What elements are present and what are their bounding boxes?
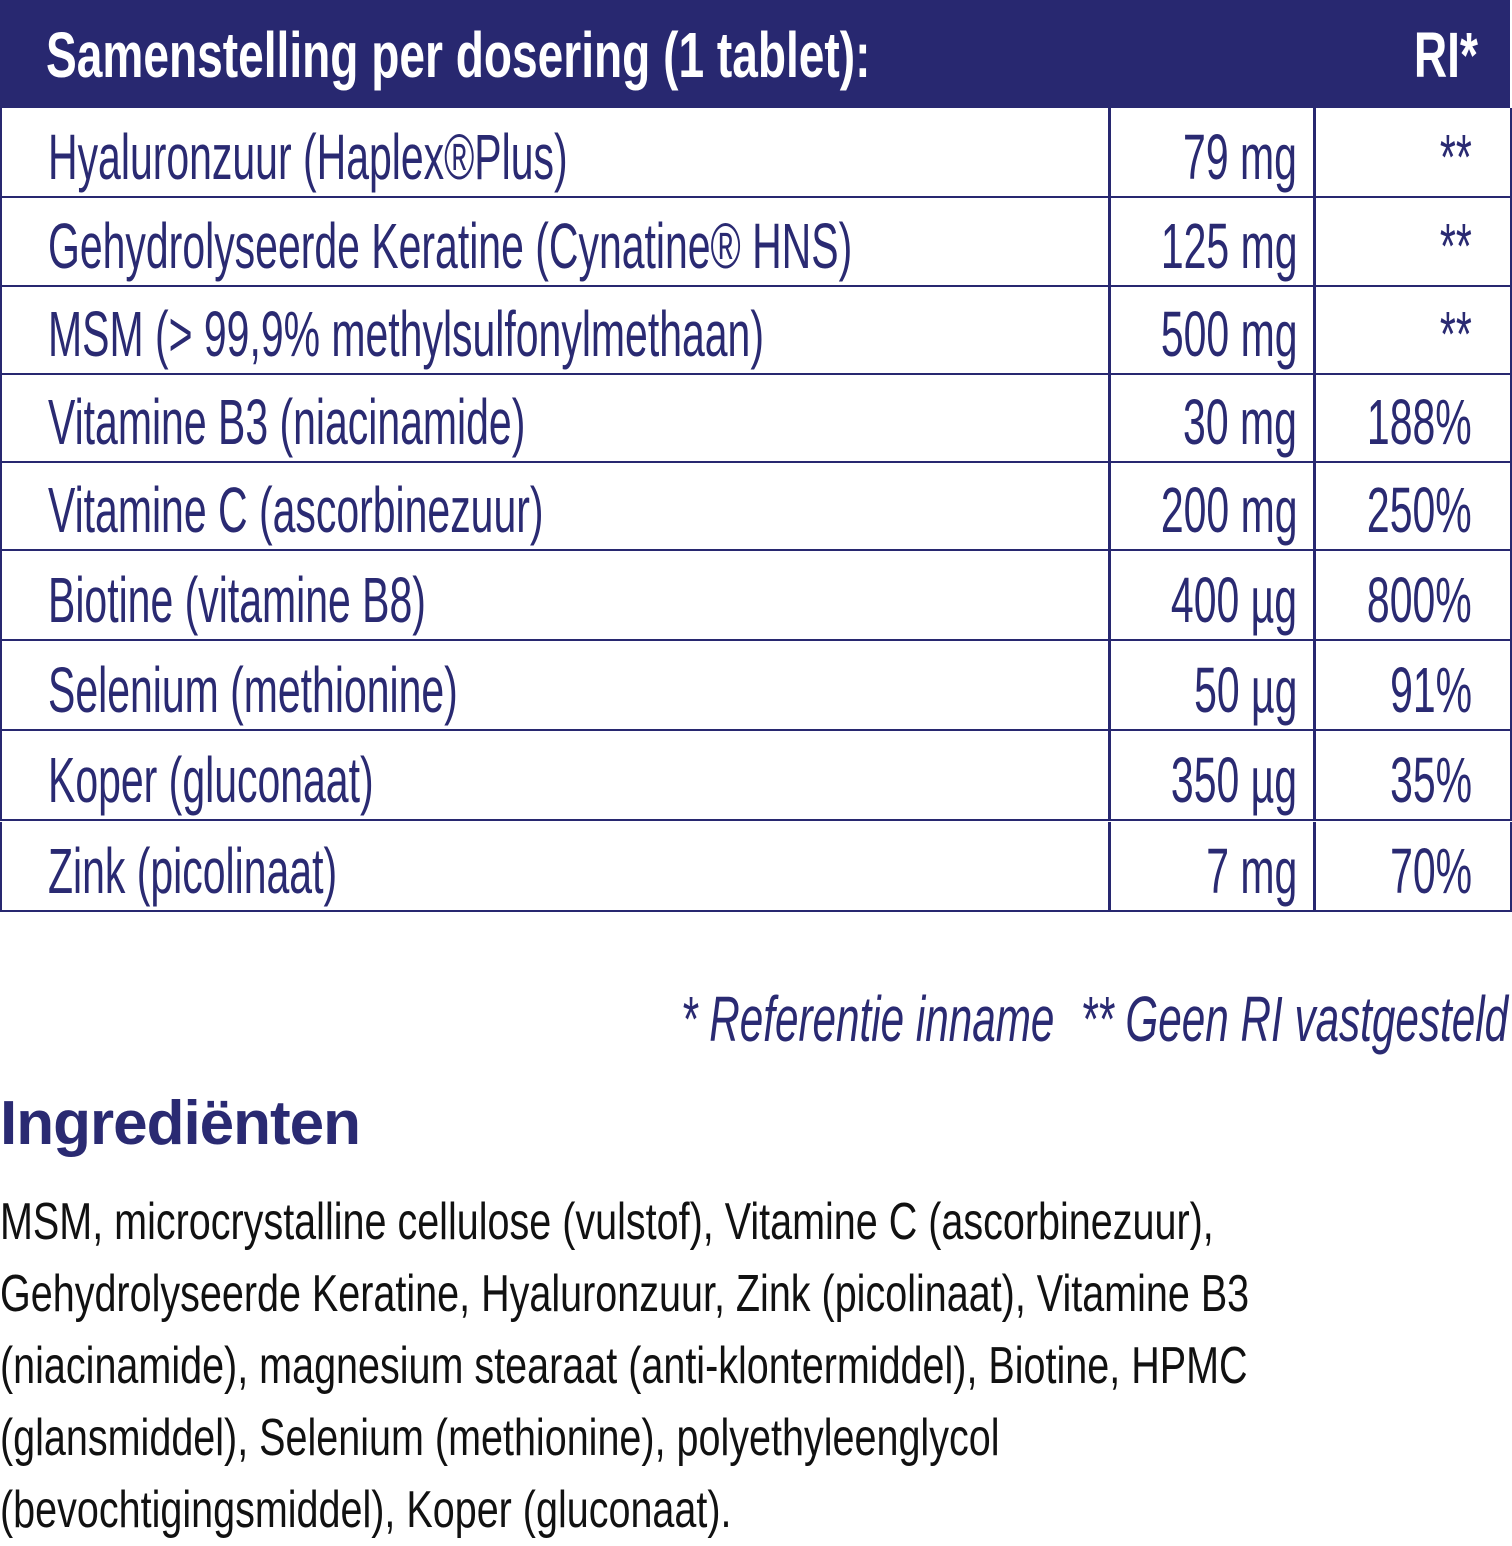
table-row: Vitamine B3 (niacinamide) 30 mg 188% [0, 373, 1512, 463]
nutrient-cell: Hyaluronzuur (Haplex®Plus) [2, 108, 1108, 196]
nutrient-ri: 70% [1390, 835, 1472, 907]
ri-cell: 35% [1313, 731, 1510, 819]
nutrient-ri: 35% [1390, 744, 1472, 816]
nutrient-ri: 250% [1367, 474, 1472, 546]
amount-cell: 350 µg [1108, 731, 1316, 819]
amount-cell: 200 mg [1108, 461, 1316, 549]
nutrient-name: Biotine (vitamine B8) [48, 564, 426, 636]
nutrient-amount: 125 mg [1160, 210, 1297, 282]
nutrient-ri: ** [1440, 298, 1472, 370]
nutrient-name: Hyaluronzuur (Haplex®Plus) [48, 121, 568, 193]
ri-cell: 70% [1313, 822, 1510, 910]
nutrient-amount: 350 µg [1170, 744, 1297, 816]
table-row: Koper (gluconaat) 350 µg 35% [0, 731, 1512, 821]
nutrient-name: Gehydrolyseerde Keratine (Cynatine® HNS) [48, 210, 853, 282]
table-row: Zink (picolinaat) 7 mg 70% [0, 822, 1512, 912]
nutrient-amount: 50 µg [1193, 654, 1297, 726]
amount-cell: 7 mg [1108, 822, 1316, 910]
ri-cell: 250% [1313, 461, 1510, 549]
amount-cell: 400 µg [1108, 551, 1316, 639]
nutrient-ri: 188% [1367, 386, 1472, 458]
ri-cell: 188% [1313, 373, 1510, 461]
table-row: Selenium (methionine) 50 µg 91% [0, 641, 1512, 731]
table-row: Hyaluronzuur (Haplex®Plus) 79 mg ** [0, 108, 1512, 198]
footnotes: * Referentie inname ** Geen RI vastgestel… [681, 982, 1508, 1056]
ri-cell: 91% [1313, 641, 1510, 729]
table-row: Biotine (vitamine B8) 400 µg 800% [0, 551, 1512, 641]
amount-cell: 79 mg [1108, 108, 1316, 196]
table-header: Samenstelling per dosering (1 tablet): R… [0, 0, 1510, 108]
ri-column-header: RI* [1413, 19, 1478, 91]
amount-cell: 50 µg [1108, 641, 1316, 729]
nutrient-ri: 91% [1390, 654, 1472, 726]
footnote-ri: * Referentie inname [680, 983, 1055, 1055]
ingredients-heading: Ingrediënten [0, 1089, 361, 1158]
ri-cell: ** [1313, 108, 1510, 196]
nutrient-cell: Selenium (methionine) [2, 641, 1108, 729]
table-row: Vitamine C (ascorbinezuur) 200 mg 250% [0, 461, 1512, 551]
nutrient-name: Selenium (methionine) [48, 654, 458, 726]
table-title: Samenstelling per dosering (1 tablet): [46, 19, 871, 91]
nutrient-amount: 30 mg [1183, 386, 1297, 458]
ri-cell: ** [1313, 285, 1510, 373]
nutrient-amount: 200 mg [1160, 474, 1297, 546]
amount-cell: 125 mg [1108, 197, 1316, 285]
nutrient-amount: 7 mg [1205, 835, 1297, 907]
nutrient-name: Vitamine B3 (niacinamide) [48, 386, 526, 458]
ri-cell: ** [1313, 197, 1510, 285]
nutrient-cell: Biotine (vitamine B8) [2, 551, 1108, 639]
ri-cell: 800% [1313, 551, 1510, 639]
nutrient-name: MSM (> 99,9% methylsulfonylmethaan) [48, 298, 764, 370]
table-row: MSM (> 99,9% methylsulfonylmethaan) 500 m… [0, 285, 1512, 375]
nutrient-cell: Zink (picolinaat) [2, 822, 1108, 910]
nutrient-cell: Vitamine C (ascorbinezuur) [2, 461, 1108, 549]
amount-cell: 30 mg [1108, 373, 1316, 461]
nutrient-ri: 800% [1367, 564, 1472, 636]
nutrient-name: Zink (picolinaat) [48, 835, 338, 907]
ingredients-text: MSM, microcrystalline cellulose (vulstof… [0, 1193, 1250, 1539]
nutrient-name: Vitamine C (ascorbinezuur) [48, 474, 544, 546]
nutrient-ri: ** [1440, 210, 1472, 282]
amount-cell: 500 mg [1108, 285, 1316, 373]
footnote-no-ri: ** Geen RI vastgesteld [1080, 983, 1508, 1055]
nutrient-cell: MSM (> 99,9% methylsulfonylmethaan) [2, 285, 1108, 373]
nutrient-cell: Koper (gluconaat) [2, 731, 1108, 819]
nutrient-ri: ** [1440, 121, 1472, 193]
nutrient-cell: Vitamine B3 (niacinamide) [2, 373, 1108, 461]
table-row: Gehydrolyseerde Keratine (Cynatine® HNS)… [0, 197, 1512, 287]
nutrient-name: Koper (gluconaat) [48, 744, 374, 816]
nutrient-amount: 500 mg [1160, 298, 1297, 370]
nutrient-amount: 400 µg [1170, 564, 1297, 636]
nutrient-amount: 79 mg [1183, 121, 1297, 193]
nutrient-cell: Gehydrolyseerde Keratine (Cynatine® HNS) [2, 197, 1108, 285]
